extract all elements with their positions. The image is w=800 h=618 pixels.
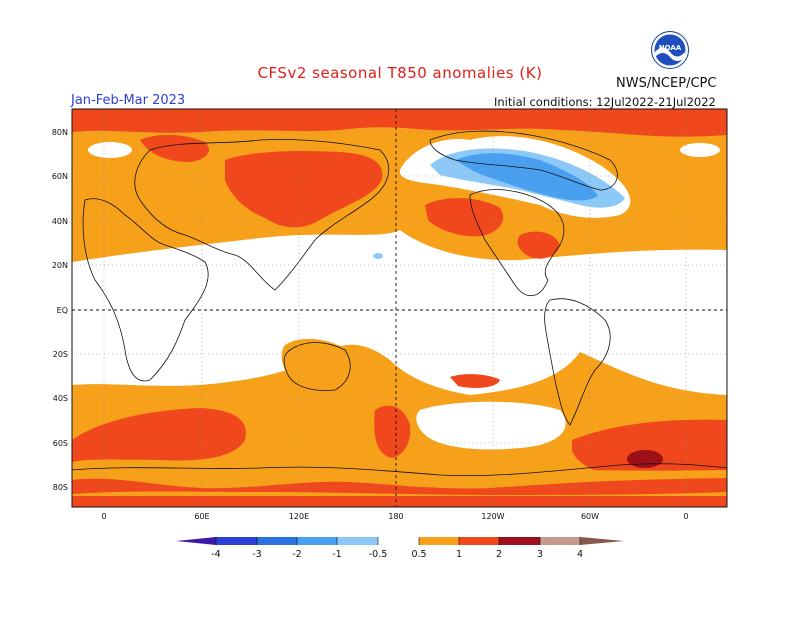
colorbar-bin [378, 537, 419, 545]
lon-label: 120E [289, 512, 309, 521]
colorbar-arrow-left [176, 537, 216, 545]
lat-label: 60N [52, 172, 68, 181]
lat-label: EQ [57, 306, 68, 315]
colorbar-label: 3 [537, 549, 543, 560]
lat-label: 40N [52, 217, 68, 226]
svg-text:NOAA: NOAA [659, 44, 682, 52]
colorbar-bin [499, 537, 540, 545]
colorbar-label: 4 [577, 549, 583, 560]
agency-label: NWS/NCEP/CPC [616, 76, 717, 91]
noaa-logo: NOAA [651, 31, 689, 69]
lat-label: 20S [53, 350, 68, 359]
lon-label: 60E [194, 512, 209, 521]
colorbar-label: -0.5 [369, 549, 388, 560]
colorbar: -4 -3 -2 -1 -0.5 0.5 1 2 3 4 [176, 537, 624, 560]
lat-label: 60S [53, 439, 68, 448]
colorbar-bin [257, 537, 297, 545]
colorbar-bin [297, 537, 337, 545]
anomaly-field [72, 109, 727, 507]
colorbar-label: -1 [332, 549, 341, 560]
lat-label: 40S [53, 394, 68, 403]
colorbar-bin [540, 537, 580, 545]
colorbar-bin [216, 537, 257, 545]
colorbar-label: -2 [292, 549, 301, 560]
colorbar-bin [337, 537, 378, 545]
map-title: CFSv2 seasonal T850 anomalies (K) [257, 64, 543, 82]
lon-label: 60W [581, 512, 599, 521]
lat-label: 80S [53, 483, 68, 492]
lat-label: 80N [52, 128, 68, 137]
lon-label: 120W [481, 512, 504, 521]
lon-label: 0 [101, 512, 106, 521]
lon-label: 180 [388, 512, 403, 521]
season-label: Jan-Feb-Mar 2023 [71, 93, 186, 108]
colorbar-label: -4 [211, 549, 220, 560]
colorbar-bin [419, 537, 459, 545]
initial-conditions-label: Initial conditions: 12Jul2022-21Jul2022 [494, 95, 716, 109]
lat-label: 20N [52, 261, 68, 270]
colorbar-label: 2 [496, 549, 502, 560]
colorbar-arrow-right [580, 537, 624, 545]
colorbar-label: 0.5 [411, 549, 426, 560]
colorbar-label: -3 [252, 549, 261, 560]
lon-label: 0 [683, 512, 688, 521]
map-frame [71, 108, 728, 508]
colorbar-bin [459, 537, 499, 545]
colorbar-label: 1 [456, 549, 462, 560]
